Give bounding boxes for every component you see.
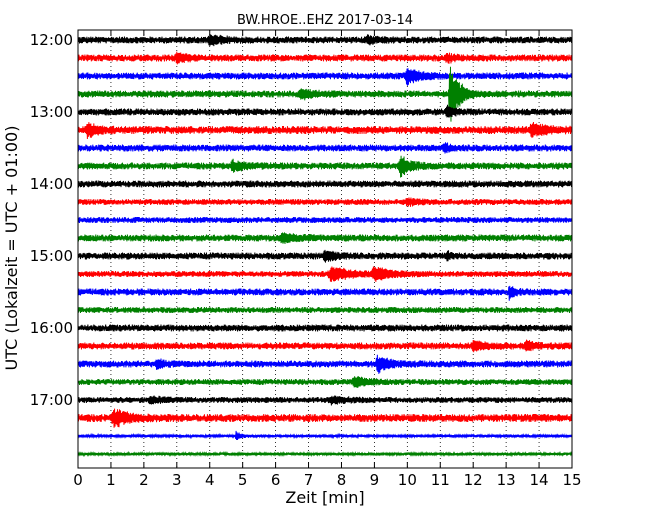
trace-1445 xyxy=(77,232,573,245)
x-tick-label: 11 xyxy=(431,471,450,489)
trace-1600 xyxy=(77,324,573,332)
x-tick-label: 4 xyxy=(205,471,215,489)
x-tick-label: 0 xyxy=(73,471,83,489)
trace-1645 xyxy=(77,376,573,389)
trace-1200 xyxy=(77,34,573,47)
trace-1700 xyxy=(77,395,573,406)
x-tick-label: 5 xyxy=(238,471,248,489)
x-tick-label: 1 xyxy=(106,471,116,489)
x-axis-ticks: 0 1 2 3 4 5 6 7 8 9 10 11 12 13 14 15 xyxy=(73,30,582,489)
y-tick-label: 13:00 xyxy=(30,103,73,121)
trace-1730 xyxy=(77,430,573,440)
trace-1330 xyxy=(77,142,573,154)
trace-1315 xyxy=(77,121,573,140)
x-tick-label: 2 xyxy=(139,471,149,489)
trace-1345 xyxy=(77,155,573,178)
traces xyxy=(77,34,573,458)
trace-1400 xyxy=(77,180,573,188)
x-tick-label: 12 xyxy=(464,471,483,489)
y-tick-label: 16:00 xyxy=(30,319,73,337)
x-tick-label: 10 xyxy=(398,471,417,489)
x-axis-label: Zeit [min] xyxy=(285,488,364,507)
x-tick-label: 15 xyxy=(562,471,581,489)
trace-1300 xyxy=(77,104,573,118)
trace-1545 xyxy=(77,306,573,314)
y-tick-label: 12:00 xyxy=(30,31,73,49)
trace-1715 xyxy=(77,408,573,428)
trace-1230 xyxy=(77,68,573,86)
x-tick-label: 7 xyxy=(304,471,314,489)
x-tick-label: 3 xyxy=(172,471,182,489)
trace-1615 xyxy=(77,339,573,353)
x-tick-label: 14 xyxy=(530,471,549,489)
trace-1530 xyxy=(77,285,573,301)
trace-1215 xyxy=(77,51,573,65)
y-tick-label: 17:00 xyxy=(30,391,73,409)
trace-1415 xyxy=(77,197,573,207)
y-axis-label: UTC (Lokalzeit = UTC + 01:00) xyxy=(2,126,21,371)
x-tick-label: 8 xyxy=(337,471,347,489)
chart-title: BW.HROE..EHZ 2017-03-14 xyxy=(237,13,413,28)
plot-frame xyxy=(77,29,573,469)
y-tick-label: 14:00 xyxy=(30,175,73,193)
x-tick-label: 9 xyxy=(370,471,380,489)
trace-1515 xyxy=(77,266,573,282)
y-tick-label: 15:00 xyxy=(30,247,73,265)
trace-1500 xyxy=(77,249,573,263)
x-tick-label: 13 xyxy=(497,471,516,489)
trace-1630 xyxy=(77,354,573,374)
trace-1245 xyxy=(77,66,573,122)
y-axis-ticks: 12:00 13:00 14:00 15:00 16:00 17:00 xyxy=(30,31,572,409)
trace-1745 xyxy=(77,450,573,458)
trace-1430 xyxy=(77,216,573,224)
x-tick-label: 6 xyxy=(271,471,281,489)
